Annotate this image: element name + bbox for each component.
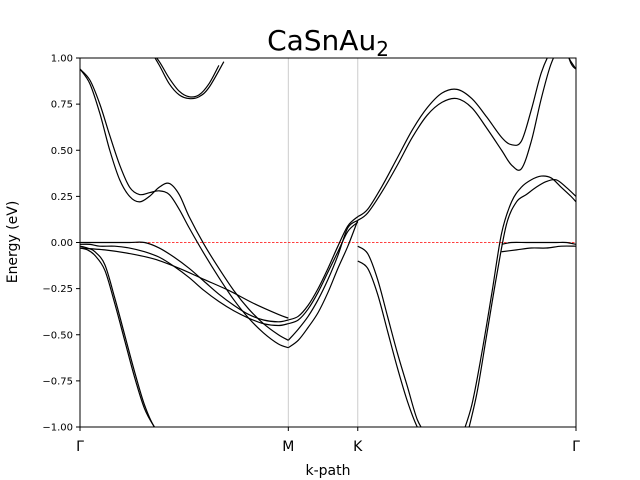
- y-tick-label: 1.00: [51, 54, 73, 65]
- x-tick-label: Γ: [76, 439, 84, 455]
- high-symmetry-lines: [287, 58, 359, 427]
- x-axis-label: k-path: [306, 463, 351, 479]
- band-line-1: [80, 247, 156, 427]
- band-line-10: [357, 58, 576, 218]
- band-line-12: [357, 245, 422, 427]
- band-line-8: [80, 243, 289, 327]
- band-line-4: [80, 68, 289, 341]
- band-line-3: [287, 220, 359, 349]
- y-tick-label: −0.25: [42, 284, 73, 295]
- band-line-17: [155, 58, 220, 98]
- chart-title-subscript: 2: [376, 37, 389, 61]
- bands-group: [80, 58, 576, 427]
- band-line-6: [80, 241, 289, 323]
- y-tick-label: −1.00: [42, 423, 73, 434]
- band-line-19: [501, 241, 576, 245]
- y-tick-label: −0.75: [42, 376, 73, 387]
- band-line-18: [154, 58, 225, 100]
- y-tick-label: 0.75: [51, 100, 73, 111]
- band-line-14: [464, 175, 576, 427]
- band-line-7: [288, 216, 359, 321]
- band-line-0: [80, 245, 156, 427]
- band-line-13: [357, 260, 418, 427]
- x-tick-label: Γ: [572, 439, 580, 455]
- band-line-2: [80, 68, 289, 349]
- band-line-20: [501, 245, 576, 253]
- x-tick-label: K: [353, 439, 363, 455]
- band-line-5: [287, 219, 359, 341]
- x-tick-label: M: [282, 439, 294, 455]
- y-tick-label: −0.50: [42, 330, 73, 341]
- band-line-16: [80, 247, 289, 319]
- y-tick-label: 0.50: [51, 146, 73, 157]
- y-axis: −1.00 −0.75 −0.50 −0.25 0.00 0.25 0.50 0.75 1.00: [42, 54, 80, 434]
- y-axis-label: Energy (eV): [5, 201, 21, 284]
- band-line-9: [288, 221, 359, 325]
- y-tick-label: 0.00: [51, 238, 73, 249]
- y-tick-label: 0.25: [51, 192, 73, 203]
- band-line-15: [468, 178, 576, 427]
- chart-title: CaSnAu2: [267, 24, 389, 61]
- band-line-11: [357, 58, 576, 221]
